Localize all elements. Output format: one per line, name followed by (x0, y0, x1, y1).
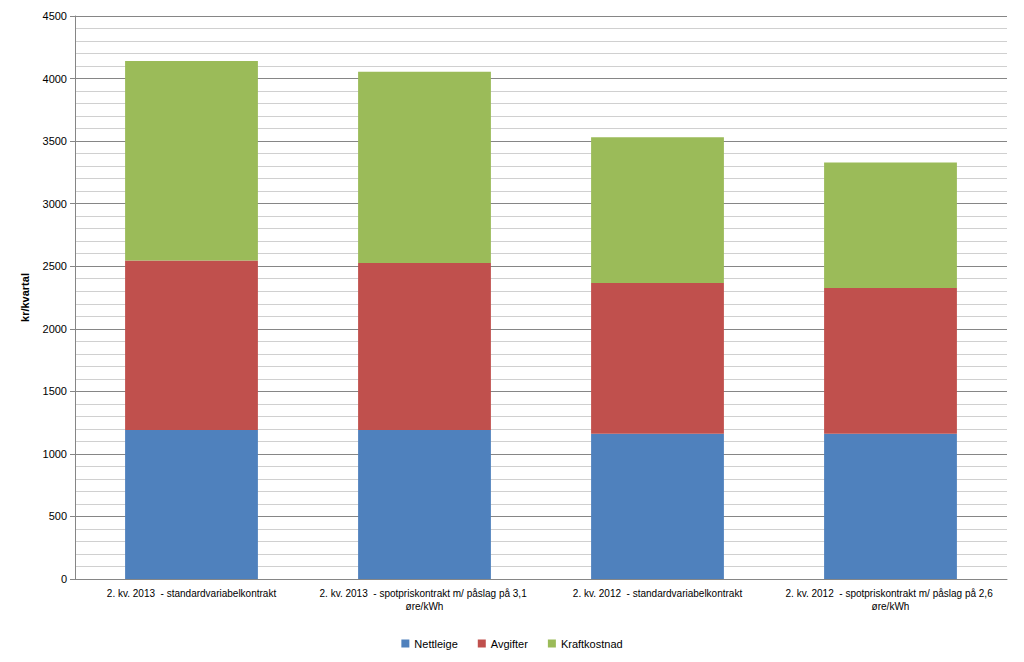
svg-text:500: 500 (49, 510, 67, 522)
svg-text:4500: 4500 (43, 10, 67, 22)
svg-text:2. kv. 2012 - standardvariabe: 2. kv. 2012 - standardvariabelkontrakt (573, 588, 743, 599)
svg-text:øre/kWh: øre/kWh (406, 601, 444, 612)
svg-text:3500: 3500 (43, 135, 67, 147)
svg-text:Kraftkostnad: Kraftkostnad (561, 638, 623, 650)
svg-text:1000: 1000 (43, 448, 67, 460)
svg-text:Nettleige: Nettleige (414, 638, 457, 650)
svg-text:2000: 2000 (43, 323, 67, 335)
svg-text:2. kv. 2013 - spotpriskontrak: 2. kv. 2013 - spotpriskontrakt m/ påslag… (320, 588, 530, 599)
svg-text:2. kv. 2013 - standardvariabe: 2. kv. 2013 - standardvariabelkontrakt (107, 588, 277, 599)
svg-text:Avgifter: Avgifter (491, 638, 528, 650)
svg-text:øre/kWh: øre/kWh (872, 601, 910, 612)
svg-text:2500: 2500 (43, 260, 67, 272)
svg-text:0: 0 (61, 573, 67, 585)
svg-text:3000: 3000 (43, 198, 67, 210)
svg-text:2. kv. 2012 - spotpriskontrak: 2. kv. 2012 - spotpriskontrakt m/ påslag… (786, 588, 996, 599)
svg-text:kr/kvartal: kr/kvartal (19, 273, 31, 322)
svg-text:4000: 4000 (43, 73, 67, 85)
svg-text:1500: 1500 (43, 385, 67, 397)
